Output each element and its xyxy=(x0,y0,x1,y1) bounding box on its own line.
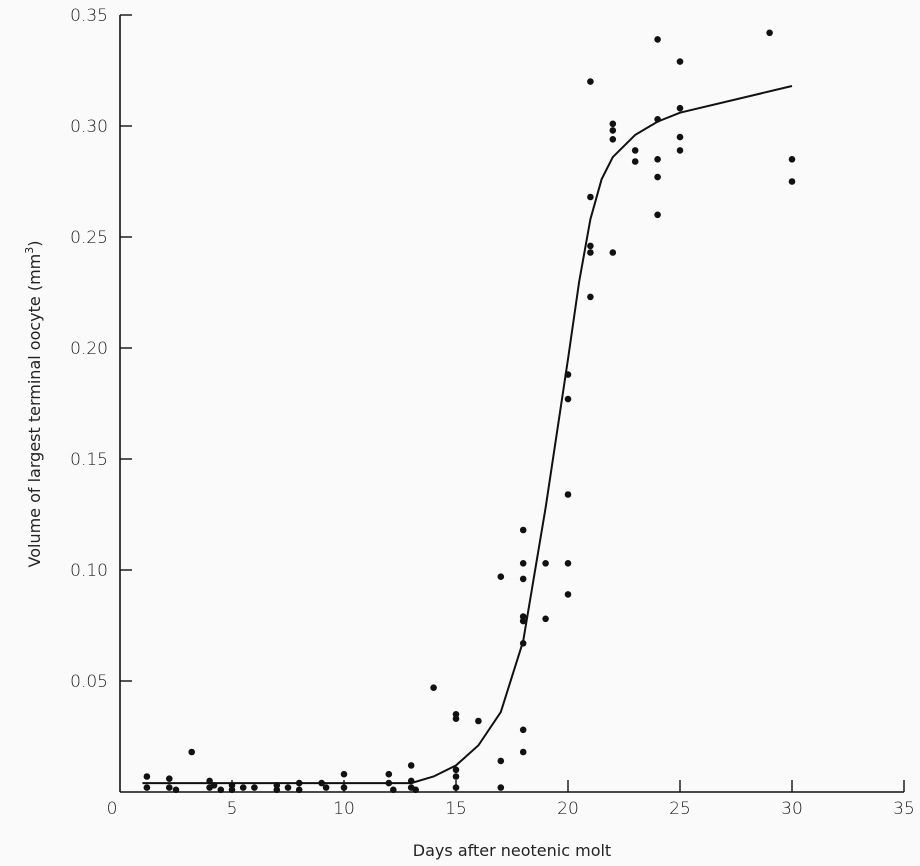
data-point xyxy=(676,104,684,112)
data-point xyxy=(654,211,661,219)
x-tick-label: 15 xyxy=(445,799,467,819)
data-point xyxy=(166,775,173,782)
y-tick-label: 0.30 xyxy=(70,117,108,137)
data-point xyxy=(390,786,397,794)
data-point xyxy=(519,526,527,534)
data-point xyxy=(385,770,393,778)
data-point xyxy=(228,786,236,794)
data-point xyxy=(295,786,303,794)
data-point xyxy=(412,786,420,794)
data-point xyxy=(631,158,639,165)
data-point xyxy=(143,784,151,791)
data-point xyxy=(609,120,617,128)
data-point xyxy=(217,786,225,794)
data-point xyxy=(654,36,661,43)
data-points xyxy=(143,29,796,794)
data-point xyxy=(519,748,527,756)
data-point xyxy=(587,78,594,85)
data-point xyxy=(564,560,572,567)
y-axis-label-sup: 3 xyxy=(23,247,36,254)
data-point xyxy=(318,779,325,787)
y-tick-label: 0.05 xyxy=(70,672,108,692)
y-axis-label: Volume of largest terminal oocyte (mm3) xyxy=(23,241,44,568)
data-point xyxy=(676,58,684,65)
data-point xyxy=(322,784,330,791)
data-point xyxy=(407,777,415,785)
data-point xyxy=(273,786,281,794)
data-point xyxy=(654,173,661,181)
y-tick-label: 0.25 xyxy=(70,228,108,248)
x-tick-label: 5 xyxy=(227,799,238,819)
data-point xyxy=(564,371,572,378)
data-point xyxy=(676,147,684,154)
data-point xyxy=(385,779,393,787)
data-point xyxy=(609,249,617,256)
data-point xyxy=(542,560,549,567)
data-point xyxy=(654,156,661,163)
data-point xyxy=(519,560,527,567)
data-point xyxy=(497,784,505,791)
data-point xyxy=(676,133,684,141)
data-point xyxy=(340,784,348,791)
x-tick-label: 10 xyxy=(333,799,355,819)
data-point xyxy=(766,29,773,37)
data-point xyxy=(452,773,460,780)
data-point xyxy=(340,770,348,778)
x-tick-label: 0 xyxy=(107,799,118,819)
data-point xyxy=(542,615,549,623)
x-axis-label: Days after neotenic molt xyxy=(413,841,611,860)
data-point xyxy=(788,178,796,185)
y-axis-label-end: ) xyxy=(25,241,44,247)
data-point xyxy=(587,242,594,250)
data-point xyxy=(210,782,218,789)
data-point xyxy=(564,591,572,598)
data-point xyxy=(497,573,505,580)
y-tick-label: 0.15 xyxy=(70,450,108,470)
data-point xyxy=(430,684,437,691)
data-point xyxy=(452,766,460,774)
y-axis: 0.05 0.10 0.15 0.20 0.25 0.30 0.35 xyxy=(70,6,132,792)
y-tick-label: 0.10 xyxy=(70,561,108,581)
data-point xyxy=(475,717,482,725)
data-point xyxy=(143,773,151,780)
data-point xyxy=(564,491,572,498)
data-point xyxy=(587,293,594,301)
data-point xyxy=(284,784,292,791)
data-point xyxy=(587,249,594,256)
data-point xyxy=(407,762,415,769)
y-tick-label: 0.35 xyxy=(70,6,108,26)
fit-curve xyxy=(142,85,793,785)
data-point xyxy=(609,136,617,143)
data-point xyxy=(206,777,213,785)
data-point xyxy=(251,784,258,791)
data-point xyxy=(519,726,527,734)
data-point xyxy=(166,784,173,791)
y-axis-label-main: Volume of largest terminal oocyte (mm xyxy=(25,254,44,568)
y-tick-label: 0.20 xyxy=(70,339,108,359)
data-point xyxy=(609,127,617,134)
data-point xyxy=(172,786,180,794)
data-point xyxy=(188,748,195,756)
data-point xyxy=(519,617,527,625)
x-axis: 0 5 10 15 20 25 30 35 xyxy=(107,780,915,819)
data-point xyxy=(452,715,460,722)
data-point xyxy=(295,779,303,787)
data-point xyxy=(497,757,505,765)
data-point xyxy=(519,640,527,647)
data-point xyxy=(452,784,460,791)
x-tick-label: 25 xyxy=(669,799,691,819)
x-tick-label: 20 xyxy=(557,799,579,819)
x-tick-label: 35 xyxy=(893,799,915,819)
data-point xyxy=(587,193,594,201)
data-point xyxy=(564,395,572,403)
data-point xyxy=(631,147,639,154)
data-point xyxy=(654,116,661,123)
data-point xyxy=(239,784,247,791)
x-tick-label: 30 xyxy=(781,799,803,819)
data-point xyxy=(519,575,527,583)
data-point xyxy=(788,156,796,163)
